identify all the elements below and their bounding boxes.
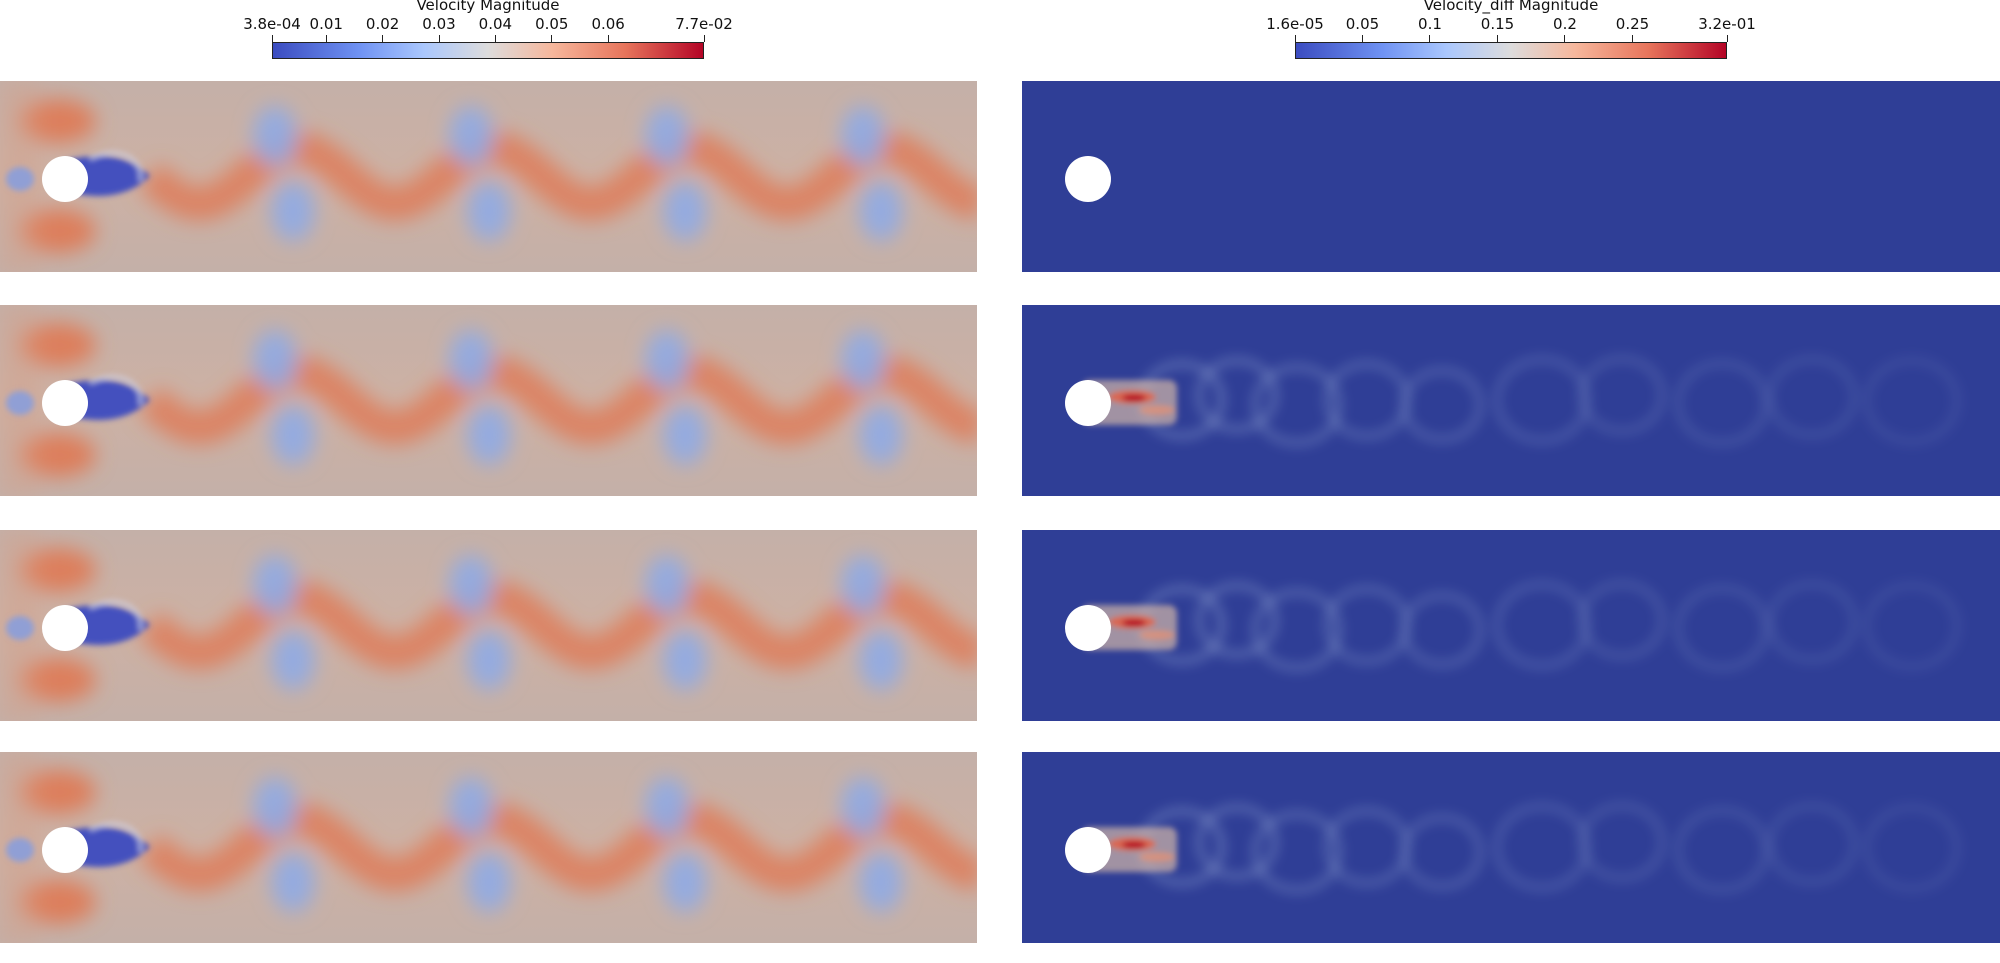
velocity-diff-field-plot-4 xyxy=(1022,752,2000,943)
velocity-diff-field-plot-3 xyxy=(1022,530,2000,721)
right-colorbar-tick-label: 0.05 xyxy=(1345,15,1380,33)
velocity-diff-field-plot-2 xyxy=(1022,305,2000,496)
left-colorbar-tick-label: 7.7e-02 xyxy=(675,15,733,33)
velocity-magnitude-colorbar-title: Velocity Magnitude xyxy=(416,0,560,14)
left-colorbar-tick xyxy=(494,35,496,42)
right-colorbar-tick xyxy=(1294,35,1296,42)
right-colorbar-tick-label: 1.6e-05 xyxy=(1266,15,1324,33)
velocity-diff-magnitude-colorbar: Velocity_diff Magnitude 1.6e-05 0.05 0.1 0.… xyxy=(0,0,2000,62)
velocity-diff-field-plot-1 xyxy=(1022,81,2000,272)
velocity-panel-1 xyxy=(0,81,977,272)
left-colorbar-tick-label: 0.06 xyxy=(591,15,625,33)
velocity-diff-panel-3 xyxy=(1022,530,2000,721)
right-colorbar-tick xyxy=(1361,35,1363,42)
velocity-diff-magnitude-colorbar-title: Velocity_diff Magnitude xyxy=(1423,0,1599,14)
velocity-diff-panel-2 xyxy=(1022,305,2000,496)
velocity-diff-panel-1 xyxy=(1022,81,2000,272)
velocity-field-plot-3 xyxy=(0,530,977,721)
velocity-diff-panel-4 xyxy=(1022,752,2000,943)
left-colorbar-tick xyxy=(271,35,273,42)
right-colorbar-tick xyxy=(1496,35,1498,42)
left-colorbar-tick xyxy=(438,35,440,42)
left-colorbar-tick xyxy=(382,35,384,42)
left-colorbar-tick xyxy=(551,35,553,42)
right-colorbar-tick-label: 0.1 xyxy=(1418,15,1442,33)
velocity-field-plot-1 xyxy=(0,81,977,272)
right-colorbar-tick-label: 3.2e-01 xyxy=(1698,15,1756,33)
velocity-field-plot-4 xyxy=(0,752,977,943)
velocity-diff-magnitude-color-scale xyxy=(1295,42,1727,59)
velocity-magnitude-colorbar: Velocity Magnitude 3.8e-04 0.01 0.02 0.03 0.… xyxy=(0,0,1000,62)
right-colorbar-tick xyxy=(1726,35,1728,42)
right-colorbar-tick xyxy=(1564,35,1566,42)
left-colorbar-tick xyxy=(607,35,609,42)
right-colorbar-tick-label: 0.25 xyxy=(1615,15,1650,33)
velocity-panel-3 xyxy=(0,530,977,721)
left-colorbar-tick-label: 0.04 xyxy=(478,15,513,33)
left-colorbar-tick-label: 0.03 xyxy=(422,15,456,33)
right-colorbar-tick-label: 0.15 xyxy=(1480,15,1515,33)
left-colorbar-tick xyxy=(703,35,705,42)
left-colorbar-tick-label: 0.01 xyxy=(309,15,343,33)
velocity-magnitude-color-scale xyxy=(272,42,704,59)
left-colorbar-tick-label: 0.02 xyxy=(365,15,400,33)
velocity-panel-4 xyxy=(0,752,977,943)
right-colorbar-tick xyxy=(1429,35,1431,42)
right-colorbar-tick xyxy=(1631,35,1633,42)
left-colorbar-tick xyxy=(325,35,327,42)
right-colorbar-tick-label: 0.2 xyxy=(1553,15,1577,33)
left-colorbar-tick-label: 3.8e-04 xyxy=(243,15,301,33)
velocity-field-plot-2 xyxy=(0,305,977,496)
left-colorbar-tick-label: 0.05 xyxy=(535,15,569,33)
velocity-panel-2 xyxy=(0,305,977,496)
